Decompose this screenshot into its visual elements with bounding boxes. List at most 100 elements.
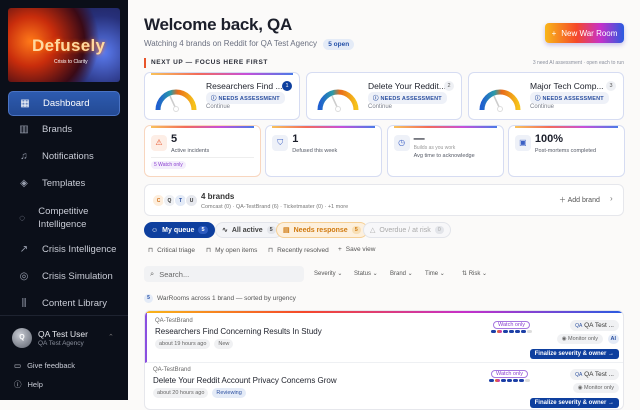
next-up-card[interactable]: Major Tech Comp... 3 ⓘ NEEDS ASSESSMENT … bbox=[468, 72, 624, 120]
next-up-card[interactable]: Researchers Find ... 1 ⓘ NEEDS ASSESSMEN… bbox=[144, 72, 300, 120]
eye-icon: ◉ bbox=[561, 336, 567, 342]
saved-view-critical-triage[interactable]: ⊓ Critical triage bbox=[148, 246, 195, 255]
tab-my-queue[interactable]: ☺ My queue 5 bbox=[144, 222, 215, 238]
sidebar-item-notifications[interactable]: ♫ Notifications bbox=[8, 151, 120, 162]
chevron-up-icon[interactable]: ⌃ bbox=[108, 334, 114, 341]
new-war-room-button[interactable]: + New War Room bbox=[545, 23, 624, 43]
owner-name: QA Test ... bbox=[584, 371, 614, 378]
severity-dots bbox=[491, 330, 532, 333]
sort-icon: ⇅ bbox=[462, 271, 468, 277]
sidebar-item-label: Crisis Simulation bbox=[42, 271, 113, 282]
filter-severity[interactable]: Severity ⌄ bbox=[314, 271, 343, 277]
tab-label: Overdue / at risk bbox=[379, 226, 431, 234]
stat-card: ⛉ 1 Defused this week bbox=[265, 125, 383, 177]
bookmark-icon: ⊓ bbox=[148, 247, 154, 254]
stat-hint: Builds as you work bbox=[413, 145, 456, 151]
monitor-only-badge: ◉ Monitor only bbox=[556, 334, 603, 344]
brands-card[interactable]: C Q T U 4 brands Comcast (0) · QA-TestBr… bbox=[144, 184, 624, 216]
filter-label: Brand bbox=[390, 271, 407, 277]
row-title[interactable]: Researchers Find Concerning Results In S… bbox=[155, 327, 322, 336]
severity-gauge bbox=[479, 89, 521, 112]
warroom-row[interactable]: QA-TestBrand Researchers Find Concerning… bbox=[145, 313, 623, 363]
user-icon: ☺ bbox=[151, 226, 159, 234]
avatar[interactable]: Q bbox=[12, 328, 32, 348]
saved-view-recently-resolved[interactable]: ⊓ Recently resolved bbox=[268, 246, 329, 255]
filter-time[interactable]: Time ⌄ bbox=[425, 271, 445, 277]
tab-overdue[interactable]: △ Overdue / at risk 0 bbox=[363, 222, 451, 238]
divider bbox=[0, 315, 128, 316]
warroom-row[interactable]: QA-TestBrand Delete Your Reddit Account … bbox=[145, 362, 623, 409]
severity-dots bbox=[489, 379, 530, 382]
accent-bar bbox=[145, 311, 623, 313]
row-time: about 20 hours ago bbox=[153, 388, 209, 398]
user-agency: QA Test Agency bbox=[38, 340, 84, 347]
search-input[interactable]: ⌕ Search... bbox=[144, 266, 304, 282]
tab-count: 5 bbox=[266, 226, 276, 234]
sidebar-item-label: Notifications bbox=[42, 151, 94, 162]
stat-value: — bbox=[413, 133, 425, 145]
monitor-only-badge: ◉ Monitor only bbox=[572, 383, 619, 393]
sort-risk[interactable]: ⇅ Risk ⌄ bbox=[462, 271, 488, 277]
rank-badge: 3 bbox=[606, 81, 616, 91]
sidebar-item-label: Competitive Intelligence bbox=[38, 206, 89, 230]
stat-label: Defused this week bbox=[292, 148, 338, 154]
next-up-card[interactable]: Delete Your Reddit... 2 ⓘ NEEDS ASSESSME… bbox=[306, 72, 462, 120]
row-title[interactable]: Delete Your Reddit Account Privacy Conce… bbox=[153, 376, 337, 385]
stat-label: Active incidents bbox=[171, 148, 210, 154]
sidebar-item-brands[interactable]: ▥ Brands bbox=[8, 124, 120, 135]
help-icon: ⓘ bbox=[14, 380, 22, 389]
search-placeholder: Search... bbox=[159, 269, 190, 279]
plus-icon: + bbox=[551, 28, 557, 38]
warning-icon: ⚠ bbox=[151, 135, 167, 151]
accent-bar bbox=[151, 126, 254, 128]
add-brand-button[interactable]: ＋ Add brand bbox=[559, 197, 600, 204]
owner-chip[interactable]: QA QA Test ... bbox=[570, 320, 619, 331]
continue-link[interactable]: Continue bbox=[206, 104, 231, 110]
tab-needs-response[interactable]: ▤ Needs response 5 bbox=[276, 222, 368, 238]
sidebar-item-crisis-intelligence[interactable]: ↗ Crisis Intelligence bbox=[8, 244, 120, 255]
tab-label: Needs response bbox=[293, 226, 348, 234]
status-text: NEEDS ASSESSMENT bbox=[542, 96, 604, 102]
stat-value: 100% bbox=[534, 133, 564, 145]
card-title: Major Tech Comp... bbox=[530, 81, 604, 91]
sidebar-item-crisis-simulation[interactable]: ◎ Crisis Simulation bbox=[8, 271, 120, 282]
continue-link[interactable]: Continue bbox=[368, 104, 393, 110]
watch-only-badge: Watch only bbox=[491, 370, 529, 378]
sidebar-item-templates[interactable]: ◈ Templates bbox=[8, 178, 120, 189]
stat-value: 5 bbox=[171, 133, 178, 145]
add-brand-label: Add brand bbox=[567, 197, 600, 204]
sidebar-item-label: Content Library bbox=[42, 298, 107, 309]
sidebar-item-dashboard[interactable]: ▦ Dashboard bbox=[8, 91, 120, 116]
open-badge: 5 open bbox=[323, 39, 355, 50]
user-name[interactable]: QA Test User bbox=[38, 329, 88, 339]
warrooms-summary: 5 WarRooms across 1 brand — sorted by urg… bbox=[144, 294, 296, 303]
filter-status[interactable]: Status ⌄ bbox=[354, 271, 378, 277]
sidebar-item-competitive-intelligence[interactable]: ◌ Competitive Intelligence bbox=[8, 205, 108, 231]
target-icon: ◌ bbox=[19, 212, 26, 224]
continue-link[interactable]: Continue bbox=[530, 104, 555, 110]
status-text: NEEDS ASSESSMENT bbox=[380, 96, 442, 102]
feedback-label: Give feedback bbox=[27, 361, 76, 370]
filter-brand[interactable]: Brand ⌄ bbox=[390, 271, 413, 277]
tab-label: All active bbox=[231, 226, 263, 234]
finalize-button[interactable]: Finalize severity & owner → bbox=[529, 349, 619, 359]
logo[interactable]: Defusely Crisis to Clarity bbox=[8, 8, 120, 82]
chevron-right-icon[interactable]: › bbox=[610, 194, 613, 203]
next-up-title: NEXT UP — FOCUS HERE FIRST bbox=[144, 58, 268, 68]
stat-card: ▣ 100% Post-mortems completed bbox=[507, 125, 625, 177]
building-icon: ▥ bbox=[19, 124, 29, 135]
give-feedback-link[interactable]: ▭ Give feedback bbox=[14, 361, 75, 370]
summary-text: WarRooms across 1 brand — sorted by urge… bbox=[157, 295, 296, 302]
sidebar-item-content-library[interactable]: ⫼ Content Library bbox=[8, 298, 120, 309]
tab-all-active[interactable]: ∿ All active 5 bbox=[215, 222, 283, 238]
save-view-button[interactable]: + Save view bbox=[338, 246, 375, 253]
owner-chip[interactable]: QA QA Test ... bbox=[570, 369, 619, 380]
accent-bar bbox=[393, 126, 497, 128]
severity-gauge bbox=[317, 89, 359, 112]
sidebar-item-label: Brands bbox=[42, 124, 73, 135]
rank-badge: 2 bbox=[444, 81, 454, 91]
saved-view-my-open-items[interactable]: ⊓ My open items bbox=[206, 246, 257, 255]
help-link[interactable]: ⓘ Help bbox=[14, 379, 43, 390]
filter-label: Severity bbox=[314, 271, 336, 277]
brands-list: Comcast (0) · QA-TestBrand (6) · Ticketm… bbox=[201, 204, 349, 210]
